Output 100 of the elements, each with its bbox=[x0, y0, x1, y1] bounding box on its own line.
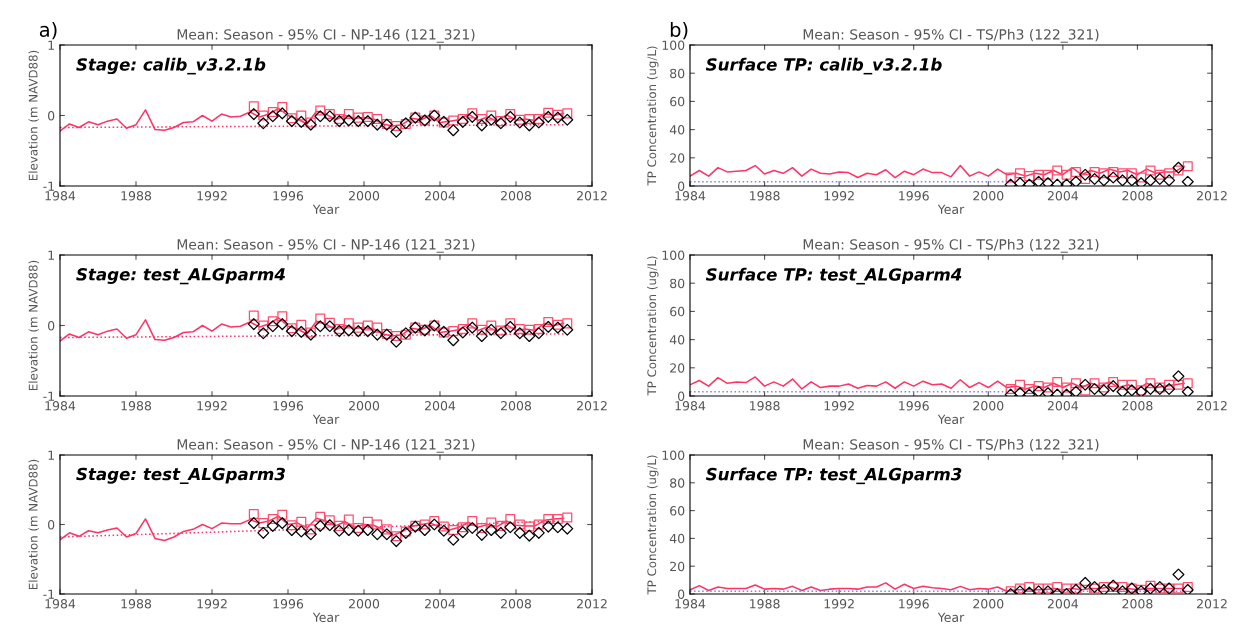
x-tick-label: 2004 bbox=[425, 191, 456, 201]
y-tick-label: 80 bbox=[670, 68, 685, 79]
x-tick-label: 2000 bbox=[973, 401, 1004, 411]
x-tick-label: 1984 bbox=[675, 599, 706, 609]
y-tick-label: 0 bbox=[678, 391, 685, 401]
annotation: Stage: test_ALGparm3 bbox=[76, 467, 285, 484]
x-axis-title: Year bbox=[312, 204, 340, 215]
y-tick-label: 60 bbox=[670, 306, 685, 317]
y-tick-label: 20 bbox=[670, 153, 685, 163]
x-tick-label: 1992 bbox=[197, 191, 227, 201]
x-tick-label: 1988 bbox=[121, 191, 152, 201]
y-tick-label: -1 bbox=[43, 589, 54, 599]
x-tick-label: 1992 bbox=[824, 599, 854, 609]
x-tick-label: 2012 bbox=[1197, 401, 1227, 411]
y-tick-label: 100 bbox=[662, 250, 685, 260]
x-tick-label: 2000 bbox=[349, 191, 380, 201]
y-tick-label: 0 bbox=[48, 519, 55, 530]
y-tick-label: 20 bbox=[670, 363, 685, 373]
annotation: Surface TP: test_ALGparm4 bbox=[705, 267, 962, 285]
chart-title: Mean: Season - 95% CI - TS/Ph3 (122_321) bbox=[803, 28, 1099, 43]
y-tick-label: 0 bbox=[48, 110, 55, 121]
x-axis-title: Year bbox=[937, 612, 965, 623]
x-tick-label: 1996 bbox=[273, 401, 304, 411]
chart-title: Mean: Season - 95% CI - TS/Ph3 (122_321) bbox=[803, 238, 1099, 253]
x-tick-label: 2008 bbox=[501, 599, 532, 609]
x-tick-label: 2012 bbox=[577, 599, 607, 609]
x-axis-title: Year bbox=[937, 414, 965, 425]
x-tick-label: 1988 bbox=[750, 599, 780, 609]
x-tick-label: 1992 bbox=[197, 401, 227, 411]
x-tick-label: 1984 bbox=[45, 191, 76, 201]
y-tick-label: 100 bbox=[662, 40, 685, 50]
y-axis-title: TP Concentration (ug/L) bbox=[647, 455, 659, 595]
y-axis-title: Elevation (m NAVD88) bbox=[28, 459, 39, 590]
x-tick-label: 1988 bbox=[750, 401, 780, 411]
chart-title: Mean: Season - 95% CI - NP-146 (121_321) bbox=[177, 28, 475, 43]
y-tick-label: -1 bbox=[43, 391, 54, 401]
x-tick-label: 2008 bbox=[1122, 191, 1153, 201]
y-tick-label: -1 bbox=[43, 181, 54, 191]
y-tick-label: 60 bbox=[670, 506, 685, 516]
x-tick-label: 2004 bbox=[425, 599, 456, 609]
x-tick-label: 1996 bbox=[273, 191, 304, 201]
y-tick-label: 80 bbox=[670, 478, 685, 488]
x-axis-title: Year bbox=[937, 204, 965, 215]
y-tick-label: 40 bbox=[669, 125, 685, 135]
x-tick-label: 2012 bbox=[577, 401, 607, 411]
x-tick-label: 1992 bbox=[824, 191, 854, 201]
y-axis-title: Elevation (m NAVD88) bbox=[28, 50, 39, 181]
y-tick-label: 20 bbox=[670, 561, 685, 572]
y-tick-label: 100 bbox=[662, 450, 685, 460]
x-tick-label: 2004 bbox=[425, 401, 456, 411]
x-tick-label: 1996 bbox=[899, 191, 929, 201]
text: a) bbox=[39, 21, 57, 40]
x-tick-label: 2000 bbox=[973, 191, 1004, 201]
x-tick-label: 1988 bbox=[750, 191, 780, 201]
x-tick-label: 2012 bbox=[577, 191, 607, 201]
x-tick-label: 2004 bbox=[1047, 401, 1079, 411]
y-tick-label: 1 bbox=[48, 450, 54, 460]
x-axis-title: Year bbox=[312, 612, 340, 623]
chart-title: Mean: Season - 95% CI - NP-146 (121_321) bbox=[177, 238, 475, 253]
x-tick-label: 2000 bbox=[349, 599, 380, 609]
chart-title: Mean: Season - 95% CI - TS/Ph3 (122_321) bbox=[803, 438, 1099, 453]
y-tick-label: 0 bbox=[678, 181, 685, 191]
y-tick-label: 0 bbox=[678, 589, 685, 599]
x-tick-label: 1992 bbox=[824, 401, 854, 411]
x-tick-label: 1996 bbox=[899, 599, 929, 609]
y-tick-label: 0 bbox=[48, 320, 55, 331]
x-tick-label: 1996 bbox=[899, 401, 929, 411]
annotation: Surface TP: calib_v3.2.1b bbox=[705, 57, 942, 75]
x-tick-label: 2012 bbox=[1197, 599, 1227, 609]
annotation: Surface TP: test_ALGparm3 bbox=[705, 467, 962, 485]
x-tick-label: 2012 bbox=[1197, 191, 1227, 201]
y-tick-label: 1 bbox=[48, 40, 54, 50]
x-tick-label: 1988 bbox=[121, 599, 152, 609]
x-tick-label: 1992 bbox=[197, 599, 227, 609]
x-tick-label: 2004 bbox=[1047, 191, 1079, 201]
y-tick-label: 40 bbox=[669, 335, 685, 345]
x-tick-label: 1996 bbox=[273, 599, 304, 609]
text: b) bbox=[670, 21, 688, 40]
y-axis-title: TP Concentration (ug/L) bbox=[647, 256, 659, 396]
y-axis-title: Elevation (m NAVD88) bbox=[28, 260, 39, 391]
y-tick-label: 40 bbox=[669, 533, 685, 544]
x-tick-label: 2000 bbox=[973, 599, 1004, 609]
x-tick-label: 2000 bbox=[349, 401, 380, 411]
x-tick-label: 1984 bbox=[45, 401, 76, 411]
annotation: Stage: calib_v3.2.1b bbox=[76, 57, 266, 75]
x-tick-label: 2008 bbox=[501, 401, 532, 411]
x-tick-label: 2008 bbox=[1122, 401, 1153, 411]
x-axis-title: Year bbox=[312, 414, 340, 425]
x-tick-label: 2008 bbox=[1122, 599, 1153, 609]
y-tick-label: 80 bbox=[670, 278, 685, 289]
y-tick-label: 60 bbox=[670, 96, 685, 107]
annotation: Stage: test_ALGparm4 bbox=[76, 268, 285, 285]
x-tick-label: 1988 bbox=[121, 401, 152, 411]
y-tick-label: 1 bbox=[48, 250, 54, 260]
x-tick-label: 1984 bbox=[675, 191, 706, 201]
y-axis-title: TP Concentration (ug/L) bbox=[647, 46, 659, 186]
x-tick-label: 2004 bbox=[1047, 599, 1079, 609]
x-tick-label: 2008 bbox=[501, 191, 532, 201]
chart-title: Mean: Season - 95% CI - NP-146 (121_321) bbox=[177, 438, 475, 453]
x-tick-label: 1984 bbox=[45, 599, 76, 609]
